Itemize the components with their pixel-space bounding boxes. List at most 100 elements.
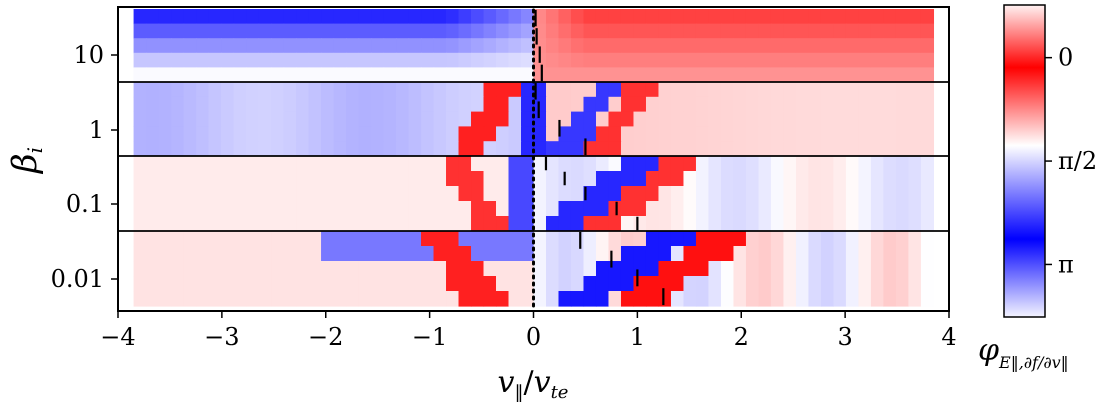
heatmap-cell: [633, 96, 647, 113]
heatmap-cell: [833, 9, 847, 25]
heatmap-cell: [208, 276, 222, 292]
heatmap-cell: [783, 9, 797, 25]
heatmap-cell: [595, 171, 610, 187]
heatmap-cell: [146, 141, 160, 157]
heatmap-cell: [708, 231, 722, 247]
heatmap-cell: [708, 111, 722, 127]
heatmap-cell: [558, 156, 572, 172]
heatmap-cell: [471, 231, 485, 247]
heatmap-cell: [446, 23, 460, 39]
heatmap-cell: [333, 38, 347, 54]
heatmap-cell: [845, 276, 860, 292]
heatmap-cell: [308, 23, 322, 39]
heatmap-cell: [483, 38, 497, 54]
heatmap-cell: [433, 246, 447, 262]
heatmap-cell: [446, 231, 460, 247]
heatmap-cell: [570, 291, 585, 307]
heatmap-cell: [271, 111, 285, 127]
heatmap-cell: [146, 9, 160, 25]
heatmap-cell: [870, 141, 885, 157]
heatmap-cell: [371, 276, 385, 292]
heatmap-cell: [408, 216, 422, 232]
heatmap-cell: [608, 9, 622, 25]
heatmap-cell: [870, 186, 885, 202]
heatmap-cell: [383, 201, 397, 217]
heatmap-cell: [595, 201, 610, 217]
heatmap-cell: [196, 126, 210, 142]
heatmap-cell: [458, 201, 472, 217]
heatmap-cell: [408, 96, 422, 113]
heatmap-cell: [496, 276, 510, 292]
heatmap-cell: [570, 52, 585, 68]
heatmap-cell: [433, 9, 447, 25]
heatmap-cell: [708, 52, 722, 68]
heatmap-cell: [895, 126, 910, 142]
heatmap-cell: [221, 23, 235, 39]
heatmap-cell: [845, 201, 860, 217]
x-tick-label: 4: [941, 323, 956, 351]
heatmap-cell: [133, 246, 147, 262]
heatmap-cell: [820, 291, 835, 307]
heatmap-cell: [645, 23, 660, 39]
heatmap-cell: [845, 67, 860, 83]
heatmap-cell: [333, 276, 347, 292]
heatmap-cell: [171, 126, 185, 142]
heatmap-cell: [246, 111, 260, 127]
heatmap-cell: [496, 156, 510, 172]
heatmap-cell: [158, 201, 172, 217]
heatmap-cell: [620, 186, 635, 202]
heatmap-cell: [333, 261, 347, 277]
heatmap-cell: [920, 38, 935, 54]
heatmap-cell: [483, 261, 497, 277]
heatmap-cell: [321, 67, 335, 83]
heatmap-cell: [683, 96, 697, 113]
heatmap-cell: [845, 246, 860, 262]
heatmap-cell: [545, 111, 560, 127]
heatmap-cell: [308, 171, 322, 187]
heatmap-cell: [496, 216, 510, 232]
heatmap-cell: [233, 246, 247, 262]
heatmap-cell: [333, 23, 347, 39]
heatmap-cell: [508, 96, 522, 113]
heatmap-cell: [308, 141, 322, 157]
heatmap-cell: [521, 291, 535, 307]
heatmap-cell: [633, 38, 647, 54]
heatmap-cell: [171, 171, 185, 187]
heatmap-cell: [383, 186, 397, 202]
heatmap-cell: [858, 201, 872, 217]
x-tick-label: −3: [204, 323, 239, 351]
heatmap-cell: [471, 38, 485, 54]
heatmap-cell: [208, 291, 222, 307]
heatmap-cell: [371, 111, 385, 127]
heatmap-cell: [221, 216, 235, 232]
heatmap-cell: [758, 231, 772, 247]
heatmap-cell: [508, 201, 522, 217]
heatmap-cell: [183, 186, 197, 202]
heatmap-cell: [658, 216, 672, 232]
y-tick-label: 1: [89, 116, 104, 144]
heatmap-cell: [196, 9, 210, 25]
heatmap-cell: [133, 38, 147, 54]
heatmap-cell: [283, 111, 297, 127]
heatmap-cell: [720, 291, 735, 307]
heatmap-cell: [858, 186, 872, 202]
heatmap-cell: [208, 23, 222, 39]
heatmap-cell: [783, 291, 797, 307]
heatmap-cell: [421, 231, 435, 247]
heatmap-cell: [146, 111, 160, 127]
heatmap-cell: [521, 231, 535, 247]
heatmap-cell: [745, 231, 760, 247]
heatmap-cell: [396, 38, 410, 54]
heatmap-cell: [483, 276, 497, 292]
heatmap-cell: [733, 52, 747, 68]
heatmap-cell: [833, 38, 847, 54]
heatmap-cell: [446, 291, 460, 307]
heatmap-cell: [258, 111, 272, 127]
heatmap-cell: [770, 276, 785, 292]
heatmap-cell: [508, 126, 522, 142]
heatmap-cell: [745, 23, 760, 39]
heatmap-cell: [883, 67, 897, 83]
heatmap-cell: [521, 111, 535, 127]
colorbar-tick-label: 0: [1058, 44, 1073, 72]
